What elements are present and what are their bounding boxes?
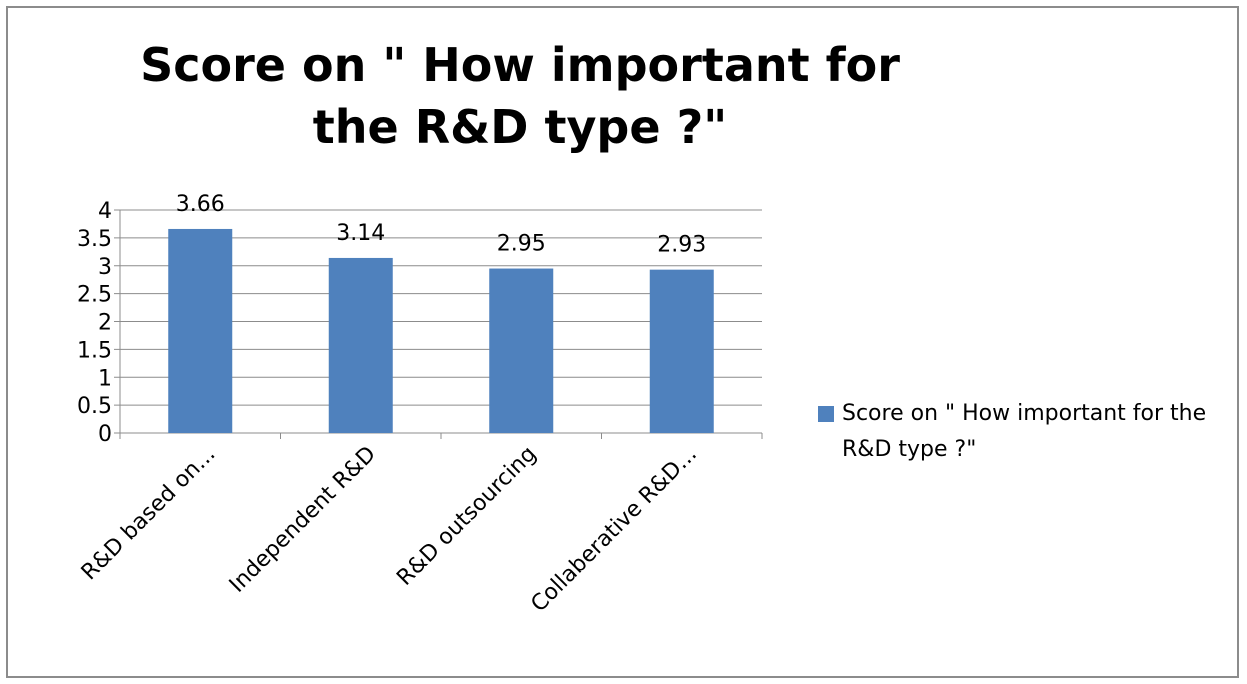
y-tick-label: 0.5: [77, 394, 112, 419]
bar: [649, 269, 714, 433]
category-label: Independent R&D: [225, 442, 381, 598]
y-tick-label: 1: [98, 366, 112, 391]
data-label: 3.66: [176, 192, 225, 217]
legend-swatch: [818, 406, 834, 422]
category-label: Collaberative R&D...: [526, 442, 702, 618]
legend-label: Score on " How important for the R&D typ…: [842, 401, 1207, 462]
data-label: 3.14: [336, 221, 385, 246]
y-tick-label: 2.5: [77, 283, 112, 308]
data-label: 2.95: [497, 232, 546, 257]
category-label: R&D outsourcing: [392, 442, 541, 591]
y-tick-label: 2: [98, 311, 112, 336]
y-tick-label: 3: [98, 255, 112, 280]
y-tick-label: 3.5: [77, 227, 112, 252]
category-label: R&D based on...: [77, 442, 221, 586]
bar: [168, 228, 233, 433]
bar: [489, 268, 554, 433]
chart-title: Score on " How important for the R&D typ…: [140, 38, 900, 154]
y-tick-label: 1.5: [77, 338, 112, 363]
y-tick-label: 4: [98, 199, 112, 224]
bar: [328, 257, 393, 433]
data-label: 2.93: [657, 233, 706, 258]
y-tick-label: 0: [98, 422, 112, 447]
legend: Score on " How important for the R&D typ…: [818, 396, 1218, 468]
